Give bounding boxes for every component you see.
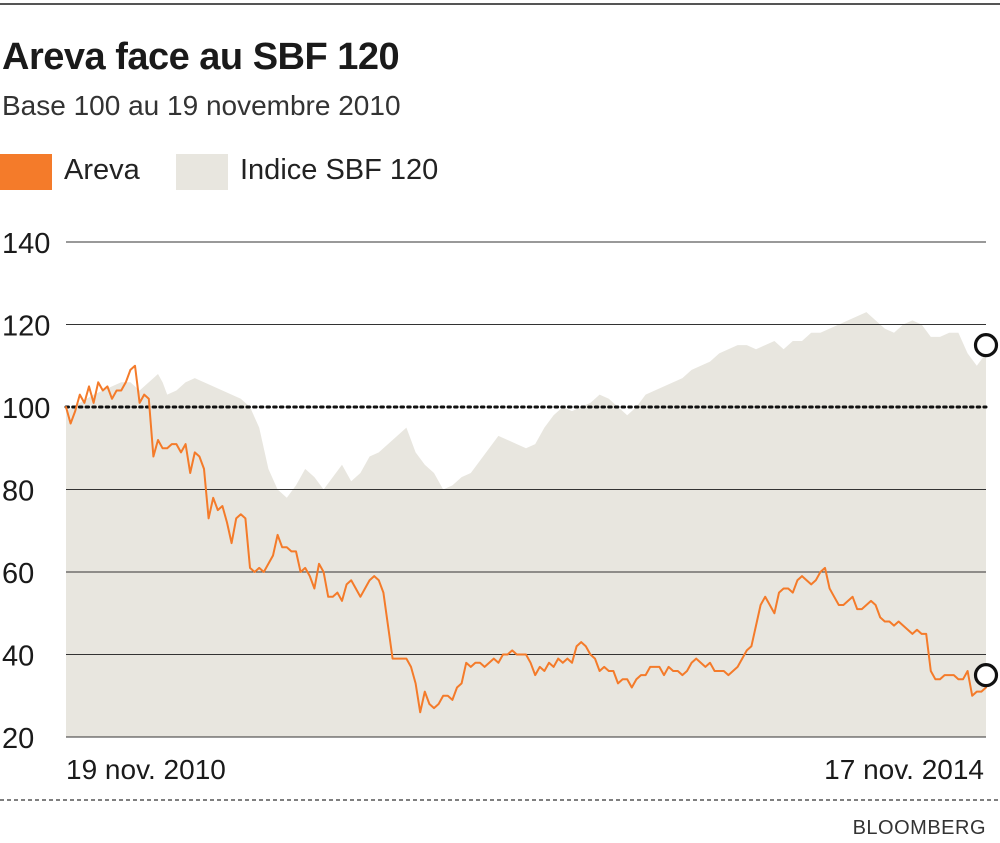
chart-title: Areva face au SBF 120 xyxy=(2,36,400,78)
legend-label-areva: Areva xyxy=(64,154,140,186)
y-tick-label-20: 20 xyxy=(2,723,34,755)
legend-swatch-sbf xyxy=(176,154,228,190)
legend-label-sbf: Indice SBF 120 xyxy=(240,154,439,186)
chart-subtitle: Base 100 au 19 novembre 2010 xyxy=(2,90,401,121)
y-tick-label-140: 140 xyxy=(2,228,50,260)
y-tick-label-40: 40 xyxy=(2,641,34,673)
legend-swatch-areva xyxy=(0,154,52,190)
x-tick-label-end: 17 nov. 2014 xyxy=(824,754,984,785)
x-tick-label-start: 19 nov. 2010 xyxy=(66,754,226,785)
y-tick-label-80: 80 xyxy=(2,476,34,508)
endpoint-marker-sbf120 xyxy=(973,333,999,358)
series-area-sbf120 xyxy=(66,312,986,737)
source-credit: BLOOMBERG xyxy=(852,817,986,839)
endpoint-marker-areva xyxy=(973,663,999,688)
series-line-areva xyxy=(65,364,987,714)
y-tick-label-120: 120 xyxy=(2,311,50,343)
y-tick-label-60: 60 xyxy=(2,558,34,590)
y-tick-label-100: 100 xyxy=(2,393,50,425)
top-rule xyxy=(0,3,1000,5)
